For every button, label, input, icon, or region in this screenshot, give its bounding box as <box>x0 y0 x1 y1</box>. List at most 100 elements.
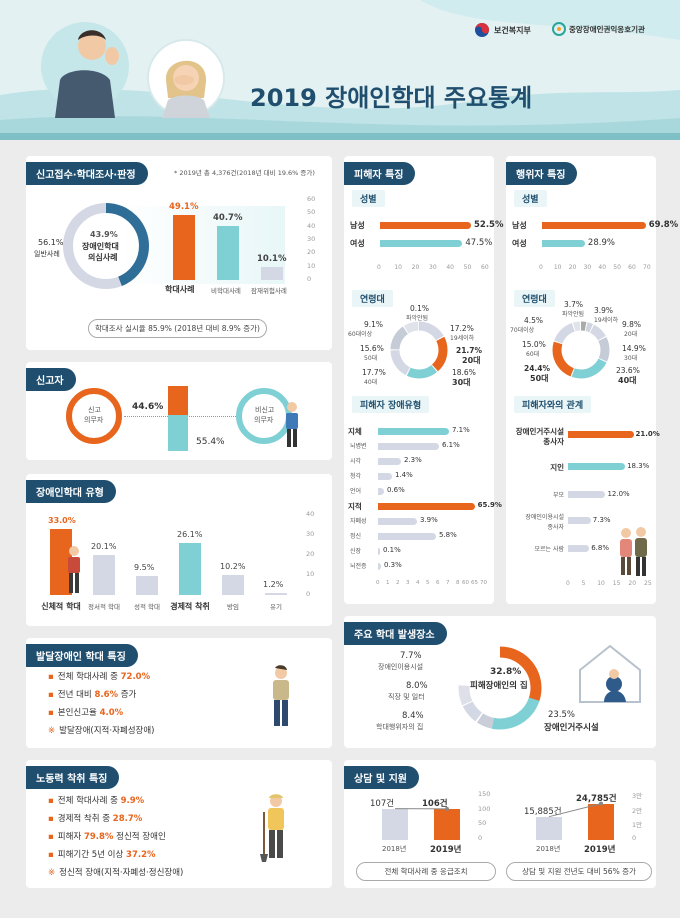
offender-gender-value-1: 28.9% <box>587 238 615 248</box>
woman-illustration <box>146 38 226 118</box>
disab-label-9: 뇌전증 <box>350 563 367 570</box>
victim-gender-title: 성별 <box>352 190 385 207</box>
reports-axis-tick: 40 <box>307 221 316 230</box>
ministry-logo: 보건복지부 <box>474 22 531 38</box>
labor-bullet-4: ※ <box>48 868 56 878</box>
victim-age-label-5: 50대 <box>364 355 378 362</box>
place-4-pct: 23.5% <box>548 710 576 720</box>
reports-center-label2: 의심사례 <box>88 253 118 262</box>
disab-label-3: 청각 <box>350 473 362 480</box>
labor-worker-icon <box>260 794 284 862</box>
offender-age-pct-3: 14.9% <box>622 344 646 353</box>
place-4-label: 장애인거주시설 <box>544 723 599 733</box>
offender-age-pct-6: 15.0% <box>522 340 546 349</box>
offender-gender-label-1: 여성 <box>512 239 527 248</box>
reports-bar-label-2: 잠재위험사례 <box>251 287 287 295</box>
victim-gender-axis-tick: 10 <box>394 264 402 271</box>
disab-value-4: 0.6% <box>387 486 405 494</box>
disab-label-8: 신장 <box>350 548 362 555</box>
disab-label-0: 지체 <box>348 427 362 436</box>
offender-gender-axis-tick: 50 <box>613 264 621 271</box>
support-left-chart: 150 100 50 0 107건 106건 2018년 2019년 <box>352 788 500 855</box>
victim-age-segment-0 <box>390 321 448 379</box>
victim-section-title: 피해자 특징 <box>344 162 416 185</box>
reports-footer-pill: 학대조사 실시율 85.9% (2018년 대비 8.9% 증가) <box>88 319 267 338</box>
reports-axis-tick: 30 <box>307 235 316 243</box>
labor-text-0: 전체 학대사례 중 <box>57 796 121 806</box>
victim-gender-label-0: 남성 <box>350 221 365 230</box>
rel-label-3: 장애인이용시설 <box>525 514 564 521</box>
victim-age-ring <box>390 321 448 379</box>
disab-bar-5 <box>378 503 475 510</box>
devdisab-item-3: ※ 발달장애(지적·자폐성장애) <box>48 722 154 740</box>
devdisab-bullet-2: ▪ <box>48 708 54 718</box>
place-1-pct: 8.0% <box>406 681 428 691</box>
victim-gender-chart: 남성 52.5% 여성 47.5% 0 10 20 30 40 50 60 <box>350 216 504 280</box>
support-right-chart: 3만 2만 1만 0 15,885건 24,785건 2018년 2019년 <box>506 788 652 855</box>
offender-gender-axis-tick: 70 <box>643 264 651 271</box>
victim-age-segment-4 <box>390 321 448 379</box>
support-left-axis-tick: 100 <box>478 804 491 813</box>
types-bar-value-3: 26.1% <box>177 529 203 539</box>
victim-age-pct-4: 17.7% <box>362 368 386 377</box>
header-bar <box>0 133 680 140</box>
rel-label-0: 장애인거주시설 <box>515 427 564 436</box>
types-bar-1 <box>93 554 115 595</box>
labor-post-2: 정신적 장애인 <box>113 832 166 842</box>
devdisab-value-1: 8.6% <box>94 690 119 700</box>
reporter-left-label2: 의무자 <box>84 416 104 424</box>
offender-gender-title: 성별 <box>514 190 547 207</box>
rel-label-2: 부모 <box>552 492 564 499</box>
agency-logo: 중앙장애인권익옹호기관 <box>552 22 645 36</box>
victim-gender-bar-0 <box>380 222 471 229</box>
types-bar-label-5: 유기 <box>270 603 282 611</box>
disab-axis-tick: 1 <box>386 580 390 586</box>
taeguk-icon <box>475 23 489 37</box>
labor-bullet-0: ▪ <box>48 796 54 806</box>
types-axis-tick: 30 <box>306 530 315 538</box>
offender-rel-chart: 장애인거주시설 종사자 21.0% 지인 18.3% 부모 12.0% 장애인이용시설 종사자 7… <box>510 420 660 596</box>
victim-age-donut: 0.1% 파악안됨 17.2% 19세이하 21.7% 20대 18.6% 30대 17.7% 4… <box>344 300 494 390</box>
victim-age-pct-2: 21.7% <box>456 346 483 355</box>
devdisab-text-3: 발달장애(지적·자폐성장애) <box>59 726 155 736</box>
victim-age-label-6: 60대이상 <box>348 331 373 338</box>
types-bar-label-3: 경제적 착취 <box>170 602 210 611</box>
reporter-right-label2: 의무자 <box>254 416 274 424</box>
disab-label-1: 뇌병변 <box>350 443 367 450</box>
victim-age-label-1: 19세이하 <box>450 335 475 342</box>
support-right-axis-tick: 1만 <box>632 821 643 830</box>
place-3-pct: 32.8% <box>490 667 522 677</box>
reports-bar-value-0: 49.1% <box>169 201 199 212</box>
offender-age-label-3: 30대 <box>624 355 638 362</box>
places-segment-3 <box>458 646 542 730</box>
offender-age-pct-5: 24.4% <box>524 364 551 373</box>
victim-age-segment-3 <box>390 321 448 379</box>
support-left-year-2019: 2019년 <box>430 845 462 855</box>
disab-bar-4 <box>378 488 384 495</box>
types-bar-value-0: 33.0% <box>48 516 76 525</box>
reporter-section-title: 신고자 <box>26 368 76 391</box>
offender-gender-chart: 남성 69.8% 여성 28.9% 0 10 20 30 40 50 60 70 <box>512 216 678 280</box>
offender-age-label-0: 파악안됨 <box>562 311 585 318</box>
offender-rel-title: 피해자와의 관계 <box>514 396 592 413</box>
disab-axis-tick: 8 <box>456 580 460 586</box>
support-right-footer: 상담 및 지원 전년도 대비 56% 증가 <box>506 862 652 881</box>
types-bar-4 <box>222 574 244 595</box>
reports-axis-tick: 50 <box>307 208 316 217</box>
offender-age-segment-3 <box>552 321 610 379</box>
types-bar-label-0: 신체적 학대 <box>41 602 81 611</box>
devdisab-value-2: 4.0% <box>99 708 124 718</box>
reports-bar-label-0: 학대사례 <box>165 285 195 294</box>
support-left-axis-tick: 150 <box>478 790 491 798</box>
couple-illustration <box>620 527 647 576</box>
labor-item-2: ▪ 피해자 79.8% 정신적 장애인 <box>48 828 183 846</box>
reporter-left-ring <box>66 388 122 444</box>
devdisab-item-0: ▪ 전체 학대사례 중 72.0% <box>48 668 154 686</box>
rel-value-0: 21.0% <box>635 430 660 438</box>
victim-gender-axis-tick: 60 <box>481 264 489 271</box>
rel-bar-1 <box>568 463 626 470</box>
rel-value-2: 12.0% <box>607 490 630 498</box>
support-left-year-2018: 2018년 <box>382 845 407 853</box>
devdisab-list: ▪ 전체 학대사례 중 72.0% ▪ 전년 대비 8.6% 증가 ▪ 본인신고율 4.0… <box>48 668 154 740</box>
offender-age-segment-5 <box>552 321 610 379</box>
